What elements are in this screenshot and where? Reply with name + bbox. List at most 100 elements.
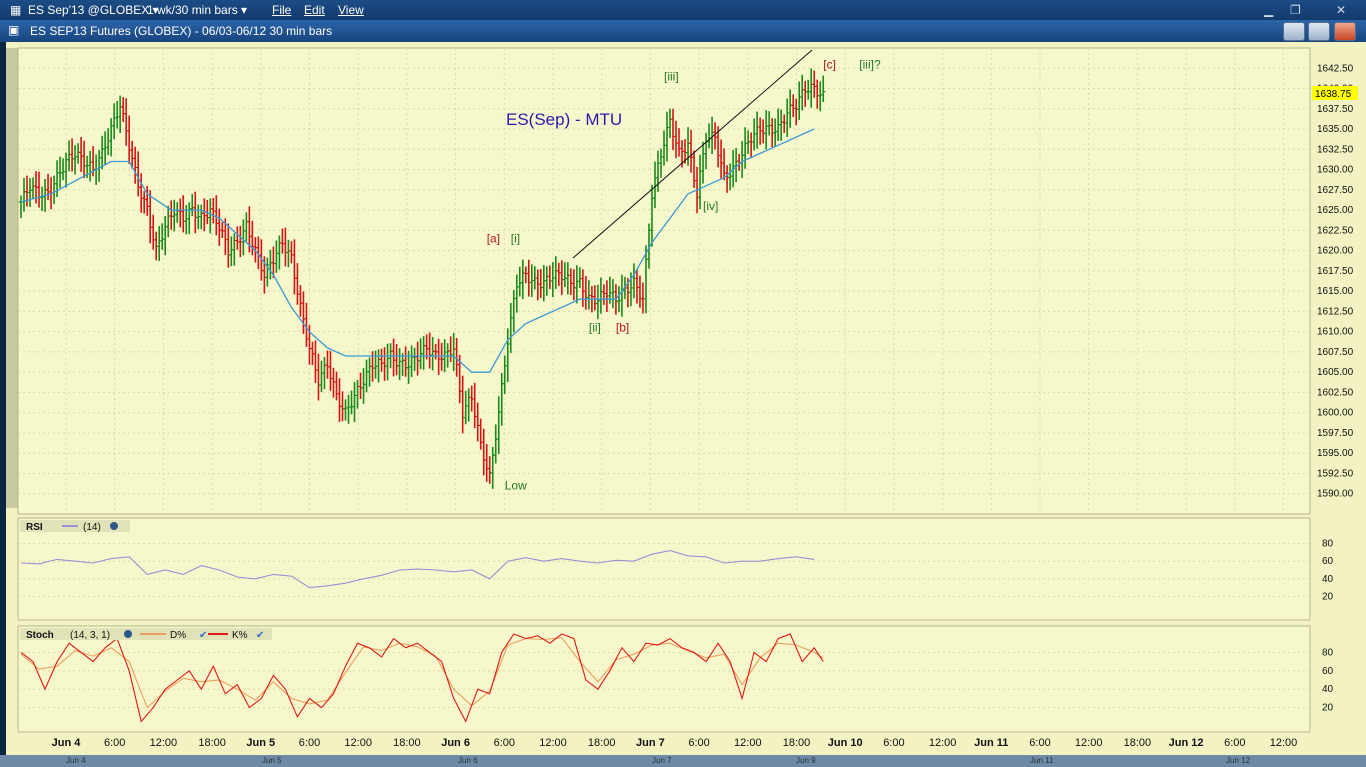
status-date-label: Jun 6 [458,756,478,765]
chart-title-bar: ▣ ES SEP13 Futures (GLOBEX) - 06/03-06/1… [0,20,1366,42]
rsi-period: (14) [83,522,101,533]
restore-app-icon[interactable]: ❐ [1290,3,1301,17]
y-tick-label: 1627.50 [1317,185,1354,196]
x-tick-label: 6:00 [688,737,709,749]
wave-label: [b] [616,321,629,335]
moving-average-line [20,128,815,373]
y-tick-label: 1592.50 [1317,468,1354,479]
y-tick-label: 1617.50 [1317,266,1354,277]
wave-label: [ii] [589,321,601,335]
x-tick-label: Jun 6 [441,737,470,749]
x-tick-label: 12:00 [1075,737,1103,749]
minimize-app-icon[interactable]: ▁ [1264,3,1274,17]
stoch-label: Stoch [26,630,54,641]
y-tick-label: 1615.00 [1317,286,1354,297]
y-tick-label: 1610.00 [1317,327,1354,338]
y-tick-label: 1590.00 [1317,489,1354,500]
x-tick-label: 6:00 [104,737,125,749]
x-tick-label: Jun 12 [1169,737,1204,749]
rsi-label: RSI [26,522,43,533]
wave-label: [iv] [703,199,718,213]
close-button[interactable] [1334,22,1356,41]
x-tick-label: Jun 4 [52,737,82,749]
x-tick-label: 12:00 [539,737,567,749]
x-tick-label: Jun 10 [828,737,863,749]
x-tick-label: 12:00 [929,737,957,749]
status-date-label: Jun 4 [66,756,86,765]
x-tick-label: 6:00 [494,737,515,749]
x-tick-label: Jun 5 [246,737,275,749]
symbol-dropdown[interactable]: ES Sep'13 @GLOBEX ▾ [28,3,159,17]
x-tick-label: 18:00 [1124,737,1152,749]
menu-edit[interactable]: Edit [304,3,325,17]
y-tick-label: 1602.50 [1317,387,1354,398]
y-tick-label: 1625.00 [1317,205,1354,216]
menu-view[interactable]: View [338,3,364,17]
x-tick-label: 18:00 [588,737,616,749]
y-tick-label: 1605.00 [1317,367,1354,378]
stoch-d-label: D% [170,630,186,641]
stoch-settings-icon[interactable] [124,630,132,638]
stoch-k-checkbox[interactable]: ✔ [256,630,264,641]
wave-label: Low [505,479,527,493]
last-price-marker [1312,86,1358,100]
y-tick-label: 1607.50 [1317,347,1354,358]
y-tick-label: 20 [1322,703,1334,714]
x-tick-label: Jun 7 [636,737,665,749]
last-price-label: 1638.75 [1315,89,1352,100]
y-tick-label: 1642.50 [1317,63,1354,74]
status-date-label: Jun 7 [652,756,672,765]
interval-dropdown[interactable]: 1 wk/30 min bars ▾ [147,3,248,17]
x-tick-label: 6:00 [1224,737,1245,749]
rsi-line [20,550,815,589]
trend-line [572,49,813,259]
y-tick-label: 1612.50 [1317,306,1354,317]
stoch-k-line [20,633,824,723]
y-tick-label: 1635.00 [1317,124,1354,135]
y-tick-label: 1630.00 [1317,165,1354,176]
x-tick-label: 18:00 [393,737,421,749]
x-tick-label: 18:00 [198,737,226,749]
y-tick-label: 1595.00 [1317,448,1354,459]
rsi-settings-icon[interactable] [110,522,118,530]
wave-label: [a] [487,232,500,246]
x-tick-label: 18:00 [783,737,811,749]
status-bar: Jun 4 Jun 5 Jun 6 Jun 7 Jun 9 Jun 11 Jun 12 [0,755,1366,767]
minimize-button[interactable] [1283,22,1305,41]
x-tick-label: 12:00 [150,737,178,749]
y-tick-label: 40 [1322,574,1334,585]
chart-title: ES(Sep) - MTU [506,110,622,129]
y-tick-label: 80 [1322,539,1334,550]
menu-file[interactable]: File [272,3,292,17]
y-tick-label: 60 [1322,666,1334,677]
stoch-k-label: K% [232,630,248,641]
y-tick-label: 1622.50 [1317,225,1354,236]
y-tick-label: 80 [1322,647,1334,658]
y-tick-label: 20 [1322,591,1334,602]
chevron-down-icon: ▾ [152,3,159,17]
maximize-button[interactable] [1308,22,1330,41]
x-tick-label: 6:00 [1029,737,1050,749]
stoch-params: (14, 3, 1) [70,630,110,641]
y-tick-label: 60 [1322,556,1334,567]
x-tick-label: 12:00 [344,737,372,749]
status-date-label: Jun 12 [1226,756,1251,765]
app-icon[interactable]: ▦ [10,3,22,17]
x-tick-label: Jun 11 [974,737,1008,749]
menu-bar: ▦ ES Sep'13 @GLOBEX ▾ 1 wk/30 min bars ▾… [0,0,1366,20]
x-tick-label: 6:00 [299,737,320,749]
chevron-down-icon: ▾ [241,3,248,17]
y-tick-label: 1620.00 [1317,246,1354,257]
close-app-icon[interactable]: ✕ [1336,3,1347,17]
stoch-d-checkbox[interactable]: ✔ [199,630,207,641]
status-date-label: Jun 9 [796,756,816,765]
wave-label: [c] [823,57,836,71]
chart-area: 1642.501640.001637.501635.001632.501630.… [6,42,1366,760]
window-title: ES SEP13 Futures (GLOBEX) - 06/03-06/12 … [30,24,333,38]
chart-svg: 1642.501640.001637.501635.001632.501630.… [6,42,1366,760]
y-tick-label: 1632.50 [1317,144,1354,155]
y-tick-label: 40 [1322,684,1334,695]
status-date-label: Jun 5 [262,756,282,765]
x-tick-label: 12:00 [1270,737,1298,749]
status-date-label: Jun 11 [1030,756,1054,765]
